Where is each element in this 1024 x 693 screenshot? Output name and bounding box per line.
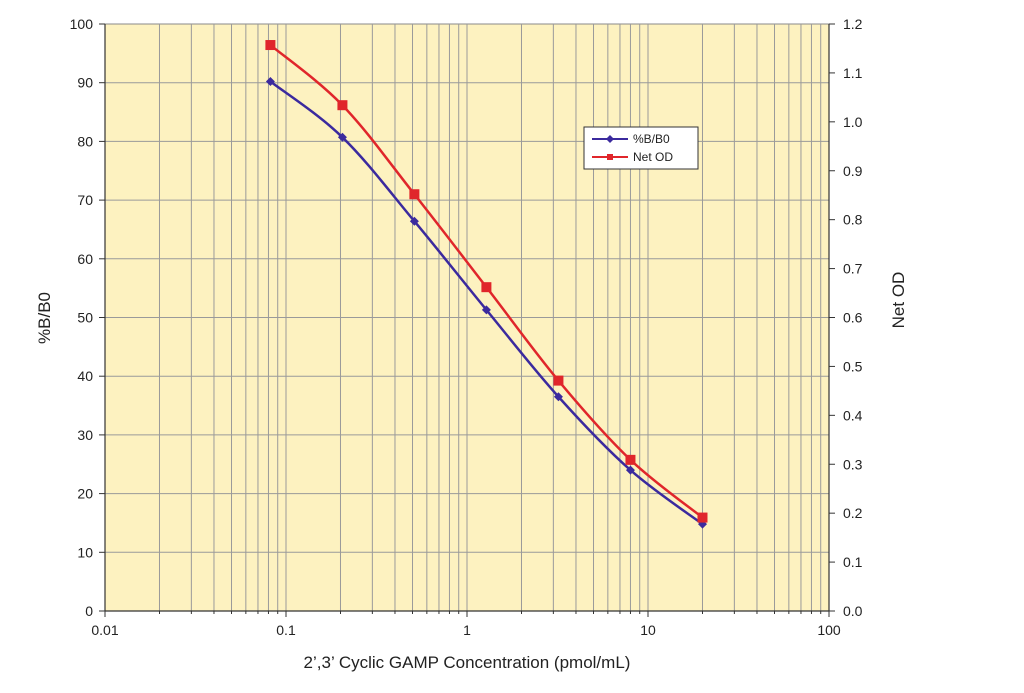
x-tick-label: 10 — [640, 622, 656, 638]
y-tick-label: 40 — [77, 368, 93, 384]
y2-tick-label: 0.5 — [843, 358, 863, 374]
grid-layer — [105, 24, 829, 611]
y2-tick-label: 1.2 — [843, 16, 863, 32]
data-point-bb0 — [337, 132, 347, 142]
y2-tick-label: 0.9 — [843, 163, 863, 179]
data-point-bb0 — [481, 305, 491, 315]
legend-marker-bb0 — [606, 135, 614, 143]
y-tick-label: 50 — [77, 310, 93, 326]
y-tick-label: 10 — [77, 544, 93, 560]
data-point-net-od — [553, 375, 564, 386]
y2-tick-label: 0.4 — [843, 407, 863, 423]
legend: %B/B0 Net OD — [583, 126, 699, 170]
y2-tick-label: 0.8 — [843, 212, 863, 228]
x-axis-title: 2’,3’ Cyclic GAMP Concentration (pmol/mL… — [304, 653, 631, 672]
data-point-net-od — [337, 100, 348, 111]
y2-tick-label: 0.1 — [843, 554, 863, 570]
data-point-net-od — [697, 512, 708, 523]
series-layer — [265, 40, 708, 529]
y2-axis-title: Net OD — [889, 272, 908, 329]
axis-layer: 0.01 0.1 1 10 10001020304050607080901000.00.… — [70, 16, 863, 638]
y-tick-label: 70 — [77, 192, 93, 208]
y2-tick-label: 0.7 — [843, 261, 863, 277]
y-axis-title: %B/B0 — [35, 292, 54, 344]
y-tick-label: 100 — [70, 16, 94, 32]
y-tick-label: 60 — [77, 251, 93, 267]
y2-tick-label: 0.0 — [843, 603, 863, 619]
data-point-net-od — [409, 189, 420, 200]
y-tick-label: 30 — [77, 427, 93, 443]
x-tick-label: 100 — [817, 622, 841, 638]
data-point-net-od — [625, 454, 636, 465]
y-tick-label: 20 — [77, 486, 93, 502]
data-point-net-od — [265, 40, 276, 51]
legend-marker-netod — [607, 154, 613, 160]
legend-box — [583, 126, 699, 170]
x-tick-label: 0.01 — [91, 622, 118, 638]
x-tick-label: 1 — [463, 622, 471, 638]
y2-tick-label: 0.6 — [843, 310, 863, 326]
y2-tick-label: 0.3 — [843, 456, 863, 472]
y-tick-label: 0 — [85, 603, 93, 619]
data-point-bb0 — [265, 77, 275, 87]
y-tick-label: 80 — [77, 133, 93, 149]
y2-tick-label: 1.1 — [843, 65, 863, 81]
y-tick-label: 90 — [77, 75, 93, 91]
x-tick-label: 0.1 — [276, 622, 296, 638]
y2-tick-label: 0.2 — [843, 505, 863, 521]
legend-label-netod: Net OD — [633, 150, 673, 164]
data-point-net-od — [481, 282, 492, 293]
data-point-bb0 — [409, 216, 419, 226]
data-point-bb0 — [553, 392, 563, 402]
y2-tick-label: 1.0 — [843, 114, 863, 130]
data-point-bb0 — [625, 465, 635, 475]
legend-label-bb0: %B/B0 — [633, 132, 670, 146]
